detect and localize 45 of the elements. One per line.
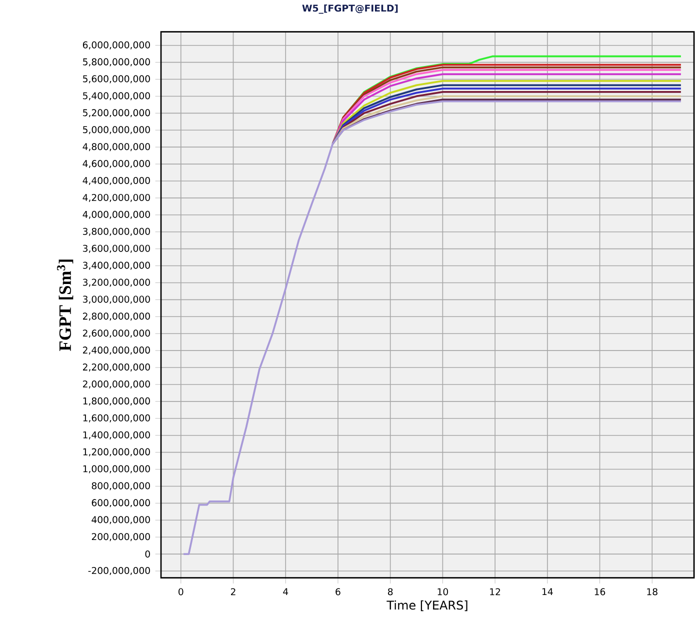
y-tick-label: 1,400,000,000 — [83, 431, 150, 440]
y-tick-label: 1,200,000,000 — [83, 448, 150, 456]
y-tick-label: 5,600,000,000 — [83, 75, 150, 84]
y-tick-label: 800,000,000 — [92, 482, 150, 490]
x-tick-label: 12 — [490, 588, 500, 596]
y-tick-label: 5,800,000,000 — [83, 58, 150, 66]
x-tick-label: 18 — [647, 588, 658, 596]
y-tick-label: 6,000,000,000 — [82, 41, 150, 50]
y-tick-label: 3,000,000,000 — [83, 296, 150, 304]
chart-title: W5_[FGPT@FIELD] — [302, 4, 398, 14]
x-tick-label: 2 — [230, 588, 236, 596]
y-tick-label: 5,400,000,000 — [83, 92, 150, 100]
y-tick-label: 1,000,000,000 — [83, 465, 150, 474]
y-axis-title: FGPT [Sm$^{3}$] — [57, 260, 74, 352]
y-tick-label: 3,600,000,000 — [83, 244, 150, 253]
y-tick-label: 3,400,000,000 — [83, 262, 150, 270]
y-tick-label: 2,600,000,000 — [83, 330, 150, 338]
y-tick-label: 3,200,000,000 — [83, 278, 150, 287]
y-tick-label: 2,800,000,000 — [83, 312, 150, 321]
y-tick-label: 4,600,000,000 — [82, 160, 150, 168]
x-axis-title: Time [YEARS] — [386, 600, 468, 612]
x-tick-label: 8 — [388, 588, 393, 596]
y-tick-label: 1,800,000,000 — [83, 398, 150, 406]
x-tick-label: 10 — [438, 588, 448, 596]
y-tick-label: 4,200,000,000 — [82, 194, 150, 202]
y-tick-label: 2,000,000,000 — [83, 380, 150, 389]
y-tick-label: 2,200,000,000 — [83, 364, 150, 372]
y-tick-label: 600,000,000 — [92, 499, 150, 508]
y-tick-label: 4,000,000,000 — [82, 211, 150, 220]
y-tick-label: 1,600,000,000 — [83, 414, 150, 423]
y-tick-label: 3,800,000,000 — [83, 228, 150, 236]
y-tick-label: 2,400,000,000 — [83, 346, 150, 355]
x-tick-label: 4 — [283, 588, 288, 596]
x-tick-label: 0 — [178, 588, 184, 596]
y-tick-label: 200,000,000 — [92, 533, 150, 542]
y-tick-label: 4,800,000,000 — [82, 143, 150, 152]
y-tick-label: 400,000,000 — [92, 516, 150, 524]
y-tick-label: 4,400,000,000 — [82, 177, 150, 186]
x-tick-label: 6 — [336, 588, 340, 596]
y-tick-label: 5,000,000,000 — [83, 126, 150, 134]
y-tick-label: 5,200,000,000 — [83, 109, 150, 118]
x-tick-label: 14 — [542, 588, 553, 596]
x-tick-label: 16 — [594, 588, 606, 596]
y-tick-label: -200,000,000 — [88, 567, 150, 576]
y-tick-label: 0 — [145, 550, 150, 558]
